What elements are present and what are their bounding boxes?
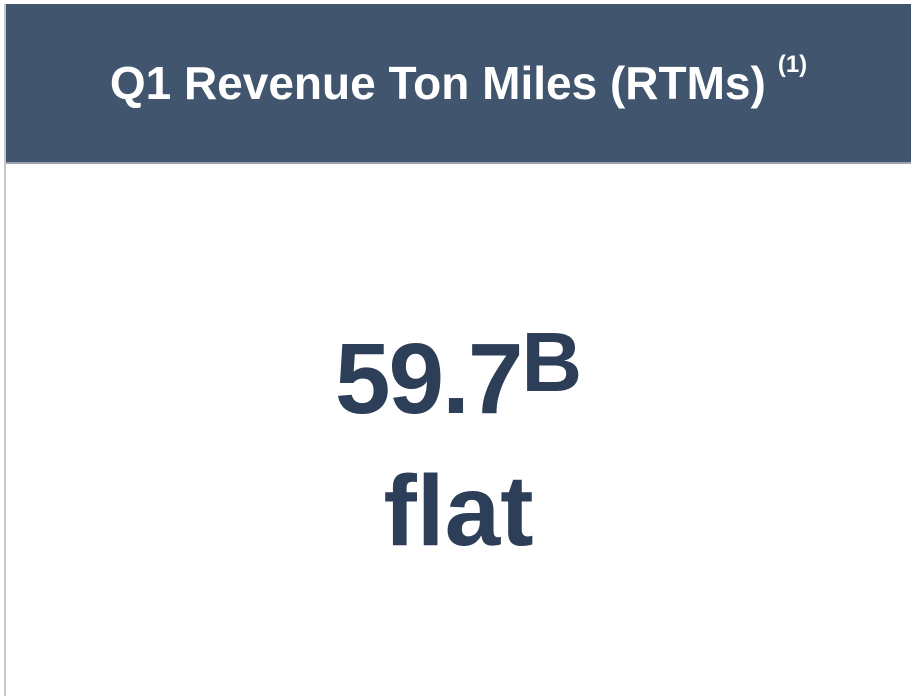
card-header: Q1 Revenue Ton Miles (RTMs) (1) (6, 4, 911, 164)
metric-unit: B (521, 315, 583, 409)
metric-number: 59.7 (334, 323, 524, 435)
metric-value: 59.7B (6, 315, 911, 437)
metric-change: flat (383, 455, 534, 567)
metric-card: Q1 Revenue Ton Miles (RTMs) (1) 59.7B fl… (4, 4, 911, 696)
card-title: Q1 Revenue Ton Miles (RTMs) (109, 57, 766, 109)
footnote: (1) (777, 51, 808, 78)
